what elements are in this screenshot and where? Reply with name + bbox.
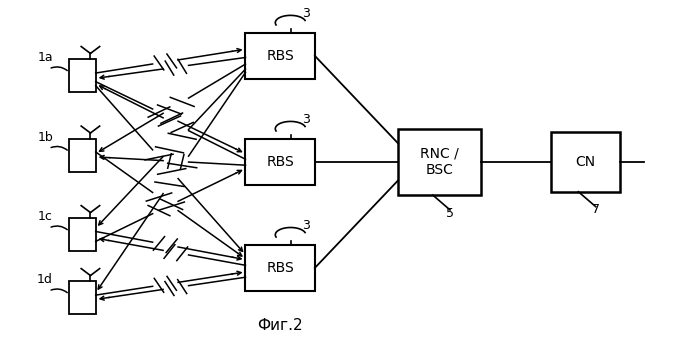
Text: 1b: 1b bbox=[37, 131, 53, 144]
Bar bbox=[551, 132, 620, 192]
Bar bbox=[69, 218, 96, 251]
Text: CN: CN bbox=[575, 155, 596, 169]
Text: 3: 3 bbox=[302, 7, 310, 20]
Text: RBS: RBS bbox=[266, 261, 294, 275]
Text: RNC /
BSC: RNC / BSC bbox=[420, 147, 459, 177]
Text: Фиг.2: Фиг.2 bbox=[257, 318, 303, 334]
Bar bbox=[69, 59, 96, 92]
Text: 1d: 1d bbox=[37, 273, 53, 286]
Bar bbox=[69, 281, 96, 314]
Bar bbox=[245, 245, 315, 291]
Text: 5: 5 bbox=[446, 207, 454, 220]
Bar bbox=[245, 139, 315, 185]
Text: 1c: 1c bbox=[38, 210, 52, 223]
Text: 3: 3 bbox=[302, 219, 310, 232]
Text: 3: 3 bbox=[302, 113, 310, 126]
Text: 1a: 1a bbox=[37, 51, 53, 64]
Text: RBS: RBS bbox=[266, 155, 294, 169]
Bar bbox=[245, 32, 315, 79]
Bar bbox=[398, 129, 481, 195]
Bar bbox=[69, 139, 96, 172]
Text: 7: 7 bbox=[591, 203, 600, 216]
Text: RBS: RBS bbox=[266, 49, 294, 63]
